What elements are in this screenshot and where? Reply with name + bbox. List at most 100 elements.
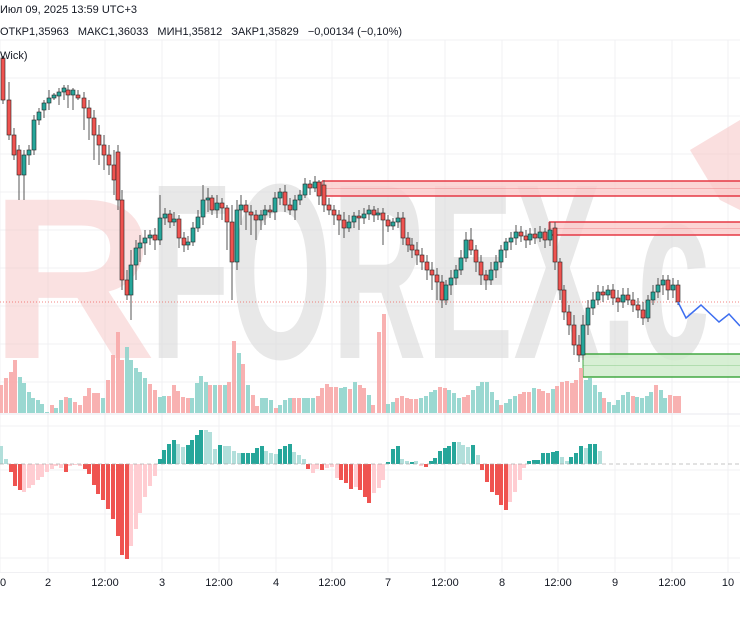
candle-bear [483, 270, 489, 290]
momentum-bar [495, 464, 499, 495]
ohlc-change: −0,00134 (−0,10%) [307, 26, 403, 38]
momentum-bar [410, 462, 414, 464]
momentum-bar [320, 464, 324, 470]
momentum-bar [153, 464, 157, 476]
candle-bull [351, 212, 357, 228]
momentum-bar [232, 451, 236, 464]
candle-bull [128, 250, 134, 320]
volume-bar [677, 396, 681, 413]
volume-bar [537, 389, 541, 413]
candle-bear [478, 255, 484, 285]
volume-bar [251, 395, 255, 413]
candle-bull [346, 215, 352, 232]
time-tick: 10 [721, 577, 735, 589]
momentum-bar [158, 459, 162, 464]
candle-bear [321, 180, 327, 212]
volume-bar [343, 387, 347, 413]
momentum-bar [241, 453, 245, 464]
volume-bar [264, 398, 268, 413]
momentum-bar [452, 442, 456, 464]
volume-bar [358, 385, 362, 413]
volume-bar [499, 405, 503, 413]
volume-bar [565, 381, 569, 413]
volume-bar [125, 347, 129, 413]
candle-bull [185, 236, 191, 250]
momentum-bar [125, 464, 129, 559]
momentum-bar [167, 444, 171, 464]
candle-bull [195, 210, 201, 232]
candle-bull [453, 265, 459, 285]
momentum-bar [302, 459, 306, 464]
momentum-bar [433, 458, 437, 464]
candle-bull [272, 192, 278, 220]
indicator-label[interactable]: Wick) [0, 50, 28, 62]
volume-bar [181, 397, 185, 413]
momentum-bar [148, 464, 152, 486]
volume-bar [288, 398, 292, 413]
momentum-bar [504, 464, 508, 510]
volume-bar [640, 398, 644, 413]
volume-bar [518, 394, 522, 413]
candle-bull [238, 195, 244, 225]
momentum-bar [223, 446, 227, 464]
momentum-bar [588, 444, 592, 464]
volume-bar [635, 397, 639, 413]
volume-bar [476, 386, 480, 413]
volume-bar [255, 406, 259, 413]
candle-bear [16, 145, 22, 200]
momentum-bar [381, 464, 385, 480]
candle-bear [176, 215, 182, 248]
candle-bear [434, 268, 440, 300]
volume-bar [22, 383, 26, 413]
momentum-bar [424, 464, 428, 467]
volume-bar [377, 332, 381, 413]
candle-bull [498, 245, 504, 268]
candle-bear [167, 210, 173, 228]
volume-bar [612, 405, 616, 413]
candle-bull [292, 195, 298, 220]
time-tick: 12:00 [431, 577, 459, 589]
volume-bar [588, 378, 592, 413]
momentum-bar [396, 446, 400, 464]
header-ohlc: ОТКР1,35963 МАКС1,36033 МИН1,35812 ЗАКР1… [0, 26, 408, 38]
momentum-bar [386, 462, 390, 464]
volume-bar [269, 400, 273, 413]
low-value: 1,35812 [182, 26, 223, 38]
candle-bear [635, 298, 641, 318]
momentum-bar [513, 464, 517, 492]
momentum-bar [555, 451, 559, 464]
volume-bar [579, 368, 583, 413]
candle-bear [219, 198, 225, 220]
volume-bar [283, 400, 287, 413]
candle-bull [508, 232, 514, 250]
candle-bull [448, 270, 454, 295]
volume-pane [0, 314, 681, 413]
candle-bear [419, 248, 425, 270]
candle-bear [181, 232, 187, 252]
momentum-bar [96, 464, 100, 494]
momentum-bar [414, 461, 418, 464]
momentum-bar [278, 449, 282, 464]
volume-bar [466, 395, 470, 413]
momentum-bar [27, 464, 31, 488]
candle-bear [267, 205, 273, 218]
candle-bull [147, 230, 153, 245]
volume-bar [621, 395, 625, 413]
time-axis[interactable]: 0 2 12:00 3 12:00 4 12:00 7 12:00 8 12:00 9 12:00 10 [0, 572, 740, 594]
volume-bar [278, 405, 282, 413]
time-tick: 0 [0, 577, 7, 589]
momentum-bar [339, 464, 343, 480]
momentum-bar [274, 454, 278, 464]
candle-bear [253, 210, 259, 240]
volume-bar [208, 385, 212, 413]
momentum-bar [162, 450, 166, 464]
momentum-bar [218, 445, 222, 464]
momentum-bar [138, 464, 142, 513]
candle-bear [615, 290, 621, 312]
momentum-bar [593, 444, 597, 464]
momentum-bar [522, 464, 526, 468]
candle-bull [488, 262, 494, 285]
momentum-bar [574, 453, 578, 464]
